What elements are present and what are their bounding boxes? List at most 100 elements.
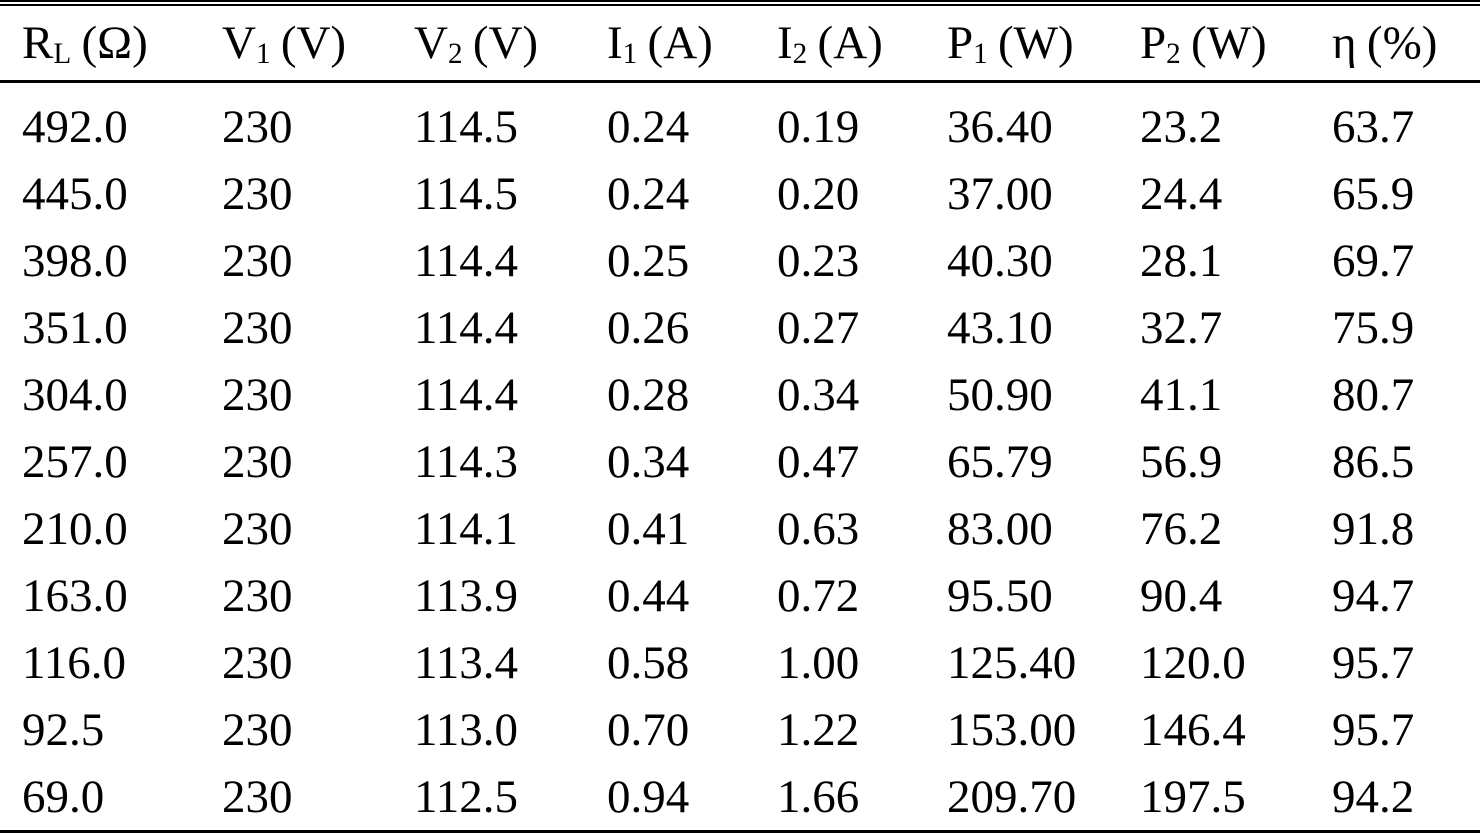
table-cell: 114.3 [414, 435, 519, 488]
table-cell: 0.19 [777, 100, 860, 153]
column-symbol: P [1140, 17, 1167, 69]
table-cell: 304.0 [22, 368, 128, 421]
table-row: 210.0 230 114.1 0.41 0.63 83.00 76.2 91.… [0, 495, 1480, 562]
table-cell: 0.28 [607, 368, 690, 421]
column-header-v1: V1 (V) [222, 6, 414, 83]
column-header-p2: P2 (W) [1140, 6, 1332, 83]
table-cell: 230 [222, 770, 293, 823]
table-cell: 445.0 [22, 167, 128, 220]
table-cell: 69.7 [1332, 234, 1415, 287]
table-cell: 0.34 [607, 435, 690, 488]
table-cell: 112.5 [414, 770, 519, 823]
table-cell: 116.0 [22, 636, 127, 689]
column-unit: (Ω) [81, 17, 148, 69]
table-cell: 75.9 [1332, 301, 1415, 354]
table-row: 445.0 230 114.5 0.24 0.20 37.00 24.4 65.… [0, 160, 1480, 227]
table-cell: 0.47 [777, 435, 860, 488]
table-cell: 114.5 [414, 100, 519, 153]
table-cell: 113.9 [414, 569, 519, 622]
table-cell: 230 [222, 636, 293, 689]
table-cell: 91.8 [1332, 502, 1415, 555]
table-row: 116.0 230 113.4 0.58 1.00 125.40 120.0 9… [0, 629, 1480, 696]
table-cell: 0.23 [777, 234, 860, 287]
column-symbol: V [414, 17, 448, 69]
table-cell: 0.20 [777, 167, 860, 220]
table-cell: 40.30 [947, 234, 1053, 287]
table-cell: 230 [222, 234, 293, 287]
table-cell: 351.0 [22, 301, 128, 354]
table-cell: 37.00 [947, 167, 1053, 220]
column-unit: (W) [1191, 17, 1267, 69]
column-symbol: R [22, 17, 54, 69]
table-cell: 80.7 [1332, 368, 1415, 421]
header-row: RL (Ω) V1 (V) V2 (V) I1 (A) I2 (A) P1 (W) P2 (W… [0, 6, 1480, 83]
table-cell: 492.0 [22, 100, 128, 153]
column-header-v2: V2 (V) [414, 6, 607, 83]
table-row: 492.0 230 114.5 0.24 0.19 36.40 23.2 63.… [0, 82, 1480, 161]
column-symbol: P [947, 17, 974, 69]
table-cell: 0.63 [777, 502, 860, 555]
table-cell: 0.26 [607, 301, 690, 354]
table-row: 351.0 230 114.4 0.26 0.27 43.10 32.7 75.… [0, 294, 1480, 361]
column-unit: (A) [647, 17, 713, 69]
table-cell: 230 [222, 100, 293, 153]
column-unit: (V) [472, 17, 539, 69]
column-subscript: 1 [255, 38, 271, 71]
table-cell: 230 [222, 368, 293, 421]
table-cell: 95.50 [947, 569, 1053, 622]
table-cell: 94.7 [1332, 569, 1415, 622]
column-unit: (V) [280, 17, 347, 69]
measurement-table: RL (Ω) V1 (V) V2 (V) I1 (A) I2 (A) P1 (W) P2 (W… [0, 6, 1480, 830]
table-cell: 398.0 [22, 234, 128, 287]
column-header-p1: P1 (W) [947, 6, 1140, 83]
table-cell: 230 [222, 703, 293, 756]
column-symbol: I [607, 17, 623, 69]
table-cell: 36.40 [947, 100, 1053, 153]
column-subscript: 2 [447, 38, 463, 71]
table-cell: 0.24 [607, 167, 690, 220]
table-cell: 43.10 [947, 301, 1053, 354]
table-cell: 230 [222, 435, 293, 488]
column-symbol: V [222, 17, 256, 69]
table-cell: 86.5 [1332, 435, 1415, 488]
table-cell: 83.00 [947, 502, 1053, 555]
table-cell: 0.58 [607, 636, 690, 689]
table-cell: 95.7 [1332, 703, 1415, 756]
table-cell: 28.1 [1140, 234, 1223, 287]
table-cell: 0.27 [777, 301, 860, 354]
table-cell: 163.0 [22, 569, 128, 622]
column-unit: (%) [1366, 17, 1438, 69]
table-row: 92.5 230 113.0 0.70 1.22 153.00 146.4 95… [0, 696, 1480, 763]
column-header-rl: RL (Ω) [0, 6, 222, 83]
table-cell: 1.00 [777, 636, 860, 689]
table-cell: 230 [222, 502, 293, 555]
table-cell: 230 [222, 167, 293, 220]
table-cell: 146.4 [1140, 703, 1246, 756]
table-cell: 113.0 [414, 703, 519, 756]
table-cell: 257.0 [22, 435, 128, 488]
table-cell: 92.5 [22, 703, 105, 756]
column-symbol: I [777, 17, 793, 69]
table-cell: 24.4 [1140, 167, 1223, 220]
table-row: 257.0 230 114.3 0.34 0.47 65.79 56.9 86.… [0, 428, 1480, 495]
table-cell: 65.79 [947, 435, 1053, 488]
column-subscript: 2 [1166, 38, 1181, 71]
table-cell: 94.2 [1332, 770, 1415, 823]
table-cell: 56.9 [1140, 435, 1223, 488]
column-header-i2: I2 (A) [777, 6, 947, 83]
table-cell: 65.9 [1332, 167, 1415, 220]
table-row: 163.0 230 113.9 0.44 0.72 95.50 90.4 94.… [0, 562, 1480, 629]
table-cell: 1.66 [777, 770, 860, 823]
column-symbol: η [1332, 17, 1357, 69]
column-header-eta: η (%) [1332, 6, 1480, 83]
table-cell: 41.1 [1140, 368, 1223, 421]
table-header: RL (Ω) V1 (V) V2 (V) I1 (A) I2 (A) P1 (W) P2 (W… [0, 6, 1480, 83]
table-cell: 76.2 [1140, 502, 1223, 555]
table-top-rule [0, 0, 1480, 6]
table-cell: 0.70 [607, 703, 690, 756]
table-cell: 23.2 [1140, 100, 1223, 153]
table-cell: 114.4 [414, 234, 519, 287]
column-subscript: 1 [973, 38, 988, 71]
table-cell: 114.4 [414, 368, 519, 421]
